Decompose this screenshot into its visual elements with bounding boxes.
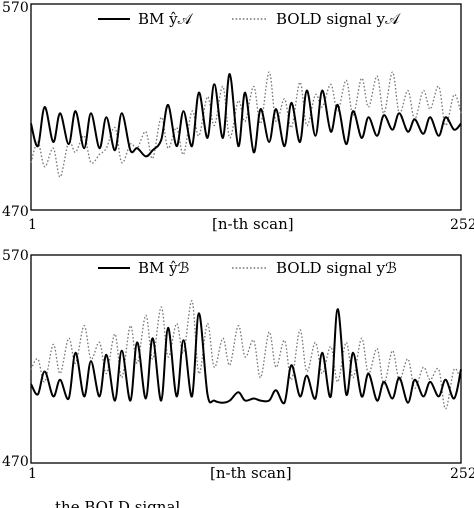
xtick-right-a: 252 — [450, 217, 474, 233]
chart-panel-a: BM ŷ𝒜 BOLD signal y𝒜 570 470 1 252 [n-th… — [2, 0, 474, 233]
caption-fragment: …the BOLD signal, … — [40, 498, 205, 508]
series-line-bm-b — [30, 308, 462, 405]
series-line-bold-a — [30, 71, 462, 178]
legend-label-bold-b: BOLD signal yℬ — [276, 259, 397, 277]
series-group-b — [30, 300, 462, 410]
plot-area-b — [30, 254, 462, 464]
legend-label-bm-b: BM ŷℬ — [138, 259, 190, 277]
ytick-bottom-b: 470 — [2, 454, 29, 470]
legend-a: BM ŷ𝒜 BOLD signal y𝒜 — [98, 10, 401, 28]
series-group-a — [30, 71, 462, 178]
xtick-right-b: 252 — [450, 466, 474, 482]
ytick-bottom-a: 470 — [2, 204, 29, 220]
xtick-left-b: 1 — [28, 466, 37, 482]
legend-b: BM ŷℬ BOLD signal yℬ — [98, 259, 397, 277]
series-line-bold-b — [30, 300, 462, 410]
ytick-top-a: 570 — [2, 0, 29, 16]
ytick-top-b: 570 — [2, 248, 29, 264]
chart-panel-b: BM ŷℬ BOLD signal yℬ 570 470 1 252 [n-th… — [2, 248, 474, 482]
x-axis-label-b: [n-th scan] — [210, 464, 292, 482]
plot-area-a — [30, 3, 462, 211]
x-axis-label-a: [n-th scan] — [212, 215, 294, 233]
series-line-bm-a — [30, 72, 462, 158]
legend-label-bm-a: BM ŷ𝒜 — [138, 10, 194, 28]
xtick-left-a: 1 — [28, 217, 37, 233]
legend-label-bold-a: BOLD signal y𝒜 — [276, 10, 401, 28]
